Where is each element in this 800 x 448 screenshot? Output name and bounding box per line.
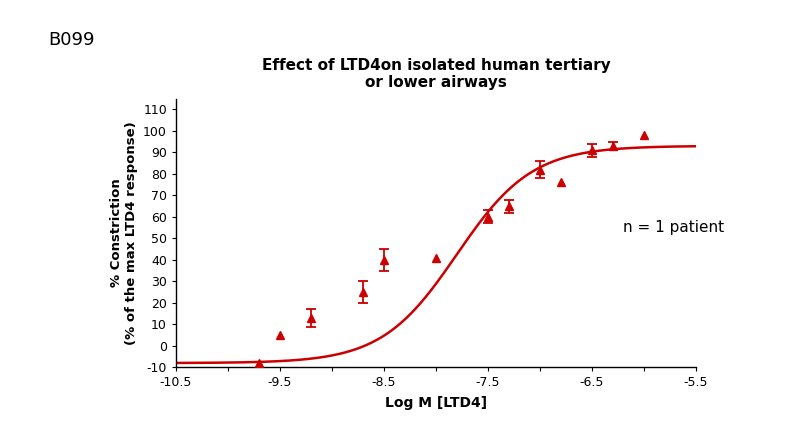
Y-axis label: % Constriction
(% of the max LTD4 response): % Constriction (% of the max LTD4 respon… [110,121,138,345]
Text: n = 1 patient: n = 1 patient [623,220,724,235]
Title: Effect of LTD4on isolated human tertiary
or lower airways: Effect of LTD4on isolated human tertiary… [262,58,610,90]
Text: B099: B099 [48,31,94,49]
X-axis label: Log M [LTD4]: Log M [LTD4] [385,396,487,410]
